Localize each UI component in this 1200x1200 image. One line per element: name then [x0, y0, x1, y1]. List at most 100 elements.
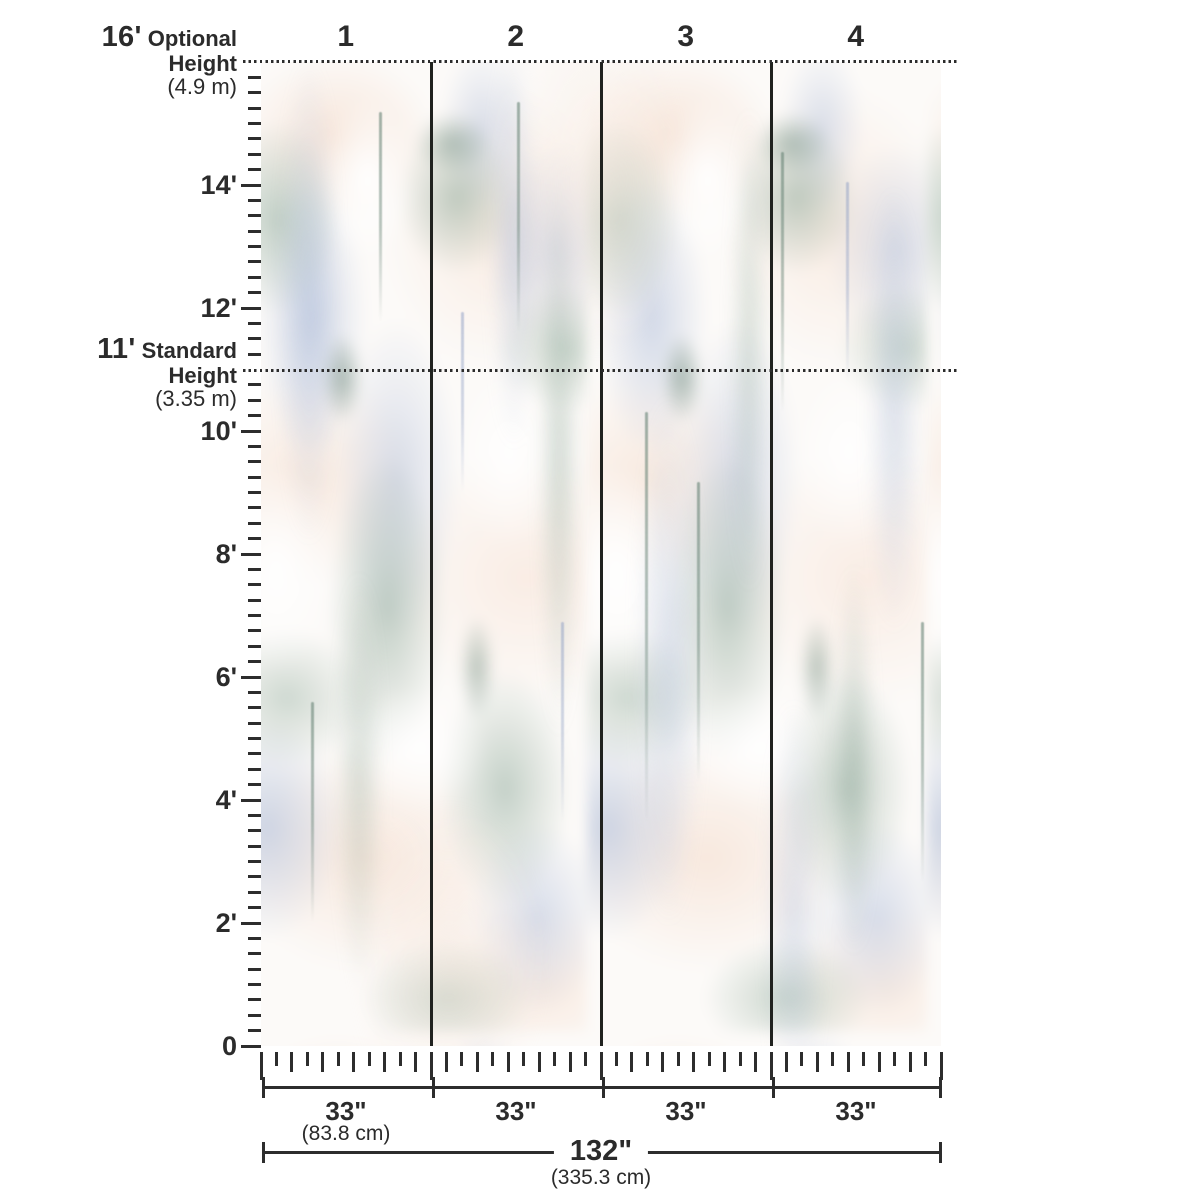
- quarter-foot-tick: [248, 398, 261, 402]
- quarter-foot-tick: [248, 460, 261, 464]
- inch-tick: [584, 1052, 588, 1066]
- panel-number-3: 3: [677, 20, 695, 53]
- quarter-foot-tick: [248, 122, 261, 125]
- inch-tick: [568, 1052, 572, 1072]
- quarter-foot-tick: [248, 229, 261, 233]
- inch-tick: [506, 1052, 510, 1072]
- quarter-foot-tick: [248, 352, 261, 356]
- inch-tick: [723, 1052, 727, 1072]
- quarter-foot-tick: [248, 506, 261, 510]
- quarter-foot-tick: [248, 767, 261, 771]
- panel-seam-tick: [429, 1052, 433, 1080]
- panel-number-1: 1: [337, 20, 355, 53]
- quarter-foot-tick: [248, 752, 261, 756]
- inch-tick: [877, 1052, 881, 1072]
- quarter-foot-tick: [248, 813, 261, 817]
- foot-label-6: 6': [215, 662, 237, 692]
- optional-height-metric: (4.9 m): [167, 74, 237, 99]
- quarter-foot-tick: [248, 906, 261, 910]
- foot-tick: [241, 675, 261, 679]
- quarter-foot-tick: [248, 583, 261, 587]
- quarter-foot-tick: [248, 644, 261, 648]
- inch-tick: [444, 1052, 448, 1072]
- foot-tick: [241, 429, 261, 433]
- foot-label-12: 12': [200, 293, 237, 323]
- inch-tick: [800, 1052, 804, 1066]
- inch-tick: [645, 1052, 649, 1066]
- inch-tick: [537, 1052, 541, 1072]
- optional-height-name: Optional: [147, 26, 237, 51]
- paint-drip: [517, 102, 520, 332]
- quarter-foot-tick: [248, 614, 261, 617]
- panel-divider-2: [599, 62, 603, 1046]
- foot-tick: [241, 183, 261, 187]
- inch-tick: [846, 1052, 850, 1072]
- inch-tick: [414, 1052, 418, 1072]
- inch-tick: [707, 1052, 711, 1066]
- panel-number-2: 2: [507, 20, 525, 53]
- inch-tick: [692, 1052, 696, 1072]
- dimension-separator: [601, 1077, 605, 1098]
- foot-label-14: 14': [200, 170, 237, 200]
- panel-width-metric: (83.8 cm): [301, 1122, 391, 1145]
- quarter-foot-tick: [248, 890, 261, 894]
- foot-tick: [241, 1044, 261, 1048]
- quarter-foot-tick: [248, 706, 261, 710]
- inch-tick: [321, 1052, 325, 1072]
- paint-drip: [921, 622, 924, 882]
- panel-width-dimension-line: [262, 1086, 940, 1089]
- quarter-foot-tick: [248, 414, 261, 418]
- foot-label-10: 10': [200, 416, 237, 446]
- foot-tick: [241, 921, 261, 925]
- foot-label-8: 8': [215, 539, 237, 569]
- inch-tick: [522, 1052, 526, 1066]
- inch-tick: [815, 1052, 819, 1072]
- dimension-separator: [262, 1077, 265, 1098]
- quarter-foot-tick: [248, 537, 261, 541]
- quarter-foot-tick: [248, 260, 261, 264]
- inch-tick: [553, 1052, 557, 1066]
- panel-number-4: 4: [847, 20, 865, 53]
- inch-tick: [398, 1052, 402, 1066]
- quarter-foot-tick: [248, 690, 261, 694]
- inch-tick: [305, 1052, 309, 1066]
- panel-seam-tick: [769, 1052, 773, 1080]
- quarter-foot-tick: [248, 967, 261, 971]
- panel-width-label-1: 33": [325, 1096, 367, 1126]
- optional-height-guide-line: [243, 60, 958, 63]
- quarter-foot-tick: [248, 337, 261, 341]
- total-width-label: 132": [553, 1135, 649, 1168]
- quarter-foot-tick: [248, 168, 261, 172]
- quarter-foot-tick: [248, 844, 261, 848]
- quarter-foot-tick: [248, 521, 261, 525]
- inch-tick: [336, 1052, 340, 1066]
- standard-height-name: Standard: [141, 338, 237, 363]
- inch-tick: [630, 1052, 634, 1072]
- quarter-foot-tick: [248, 860, 261, 863]
- inch-tick: [676, 1052, 680, 1066]
- inch-tick: [784, 1052, 788, 1072]
- quarter-foot-tick: [248, 291, 261, 295]
- quarter-foot-tick: [248, 152, 261, 156]
- quarter-foot-tick: [248, 491, 261, 494]
- panel-seam-tick: [939, 1052, 943, 1080]
- inch-tick: [475, 1052, 479, 1072]
- panel-seam-tick: [599, 1052, 603, 1080]
- dimension-separator: [938, 1077, 942, 1098]
- dimension-separator: [771, 1077, 775, 1098]
- quarter-foot-tick: [248, 567, 261, 571]
- inch-tick: [831, 1052, 835, 1066]
- quarter-foot-tick: [248, 321, 261, 325]
- panel-divider-1: [429, 62, 433, 1046]
- quarter-foot-tick: [248, 998, 261, 1002]
- paint-drip: [311, 702, 314, 922]
- quarter-foot-tick: [248, 952, 261, 956]
- foot-tick: [241, 306, 261, 310]
- quarter-foot-tick: [248, 737, 261, 740]
- panel-divider-3: [769, 62, 773, 1046]
- quarter-foot-tick: [248, 245, 261, 248]
- inch-tick: [908, 1052, 912, 1072]
- quarter-foot-tick: [248, 75, 261, 79]
- quarter-foot-tick: [248, 444, 261, 448]
- quarter-foot-tick: [248, 91, 261, 95]
